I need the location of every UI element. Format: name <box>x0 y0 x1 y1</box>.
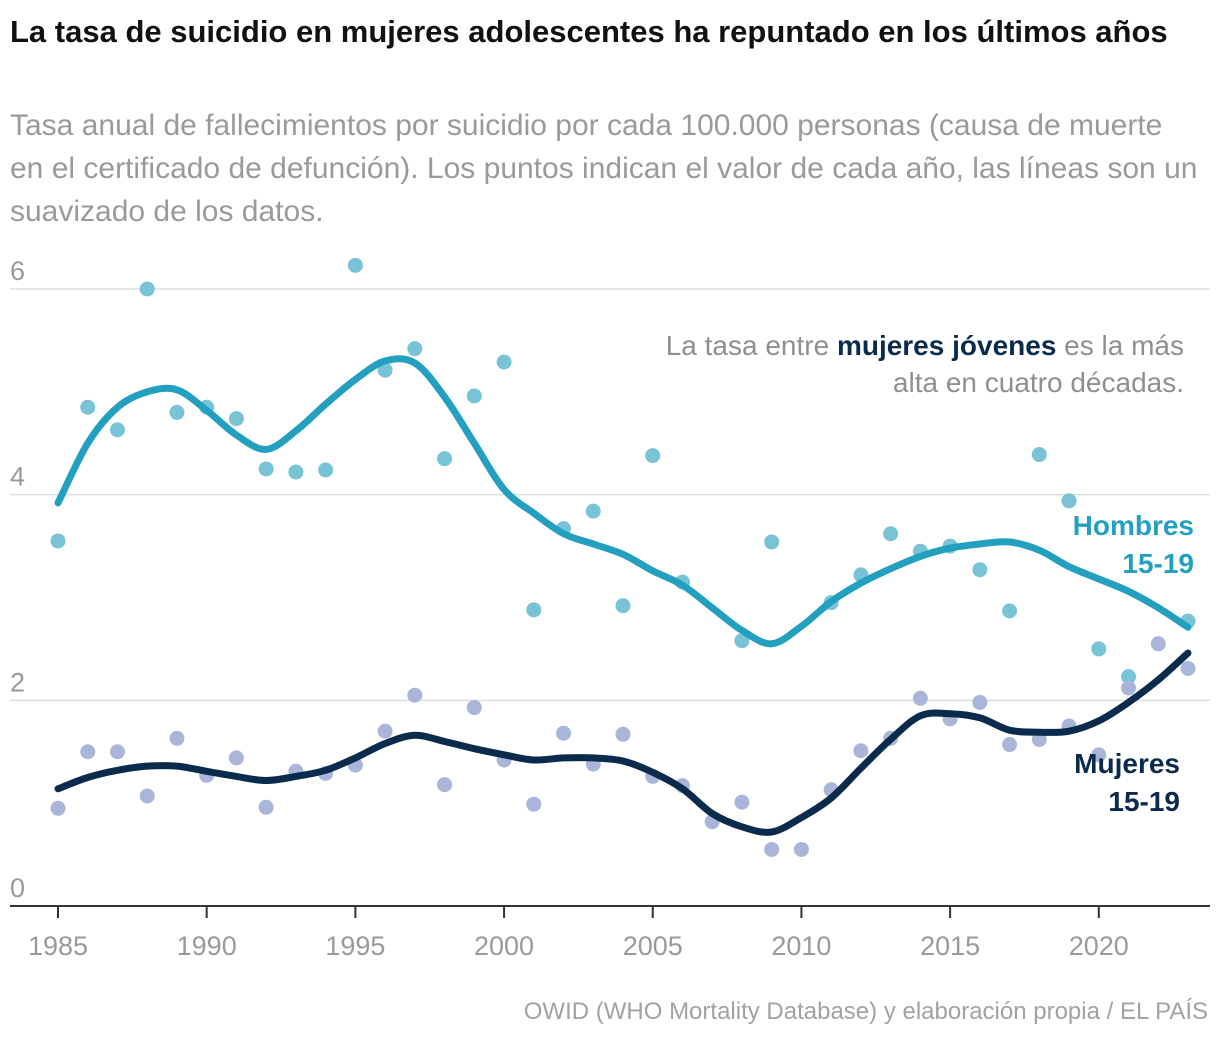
point-hombres-1998 <box>437 451 453 467</box>
point-hombres-1993 <box>288 464 304 480</box>
x-tick-label-1990: 1990 <box>177 931 237 961</box>
point-mujeres-1988 <box>139 788 155 804</box>
point-hombres-1996 <box>377 362 393 378</box>
point-mujeres-2008 <box>734 794 750 810</box>
point-hombres-1988 <box>139 281 155 297</box>
x-tick-label-1995: 1995 <box>325 931 385 961</box>
y-tick-label-6: 6 <box>10 256 25 286</box>
point-mujeres-2016 <box>972 694 988 710</box>
point-mujeres-2021 <box>1121 680 1137 696</box>
point-hombres-1991 <box>228 411 244 427</box>
point-mujeres-1997 <box>407 687 423 703</box>
point-mujeres-1985 <box>50 800 66 816</box>
point-hombres-2008 <box>734 633 750 649</box>
point-mujeres-1998 <box>437 777 453 793</box>
chart-title: La tasa de suicidio en mujeres adolescen… <box>10 14 1168 49</box>
point-mujeres-1991 <box>228 750 244 766</box>
point-hombres-2009 <box>764 534 780 550</box>
point-mujeres-2010 <box>793 841 809 857</box>
x-tick-label-2015: 2015 <box>920 931 980 961</box>
point-mujeres-1999 <box>466 700 482 716</box>
point-hombres-2013 <box>883 526 899 542</box>
point-mujeres-2002 <box>556 725 572 741</box>
label-hombres-age: 15-19 <box>1122 548 1194 579</box>
point-mujeres-1996 <box>377 723 393 739</box>
point-hombres-1986 <box>80 399 96 415</box>
point-hombres-2004 <box>615 598 631 614</box>
x-tick-label-1985: 1985 <box>28 931 88 961</box>
line-hombres <box>54 355 1192 648</box>
point-mujeres-2017 <box>1002 737 1018 753</box>
point-hombres-2021 <box>1121 669 1137 685</box>
point-hombres-1995 <box>347 257 363 273</box>
point-mujeres-2014 <box>912 690 928 706</box>
source-note: OWID (WHO Mortality Database) y elaborac… <box>523 998 1208 1025</box>
y-tick-label-4: 4 <box>10 462 25 492</box>
label-hombres-name: Hombres <box>1073 510 1194 541</box>
point-hombres-2018 <box>1031 447 1047 463</box>
point-mujeres-1989 <box>169 730 185 746</box>
point-hombres-2005 <box>645 448 661 464</box>
chart-svg: 0 2 4 6 1985 1990 1995 2000 2005 2010 2015 2020 La… <box>10 256 1210 961</box>
point-hombres-2003 <box>585 503 601 519</box>
y-axis-ticks: 0 2 4 6 <box>10 256 25 903</box>
annotation-line-2: alta en cuatro décadas. <box>893 367 1184 398</box>
x-tick-label-2010: 2010 <box>771 931 831 961</box>
gridlines <box>10 288 1210 702</box>
point-mujeres-2023 <box>1180 660 1196 676</box>
x-tick-label-2000: 2000 <box>474 931 534 961</box>
point-mujeres-2020 <box>1091 747 1107 763</box>
point-hombres-1994 <box>318 462 334 478</box>
point-hombres-2001 <box>526 602 542 618</box>
point-mujeres-1986 <box>80 744 96 760</box>
point-mujeres-2012 <box>853 743 869 759</box>
x-tick-label-2020: 2020 <box>1069 931 1129 961</box>
annotation-highlight: mujeres jóvenes <box>837 330 1056 361</box>
point-hombres-1987 <box>109 422 125 438</box>
point-hombres-2016 <box>972 562 988 578</box>
point-hombres-2019 <box>1061 493 1077 509</box>
point-hombres-2017 <box>1002 603 1018 619</box>
point-hombres-2020 <box>1091 641 1107 657</box>
line-mujeres <box>54 649 1192 836</box>
point-mujeres-1987 <box>109 744 125 760</box>
point-hombres-2000 <box>496 354 512 370</box>
y-tick-label-2: 2 <box>10 667 25 697</box>
point-mujeres-2004 <box>615 726 631 742</box>
point-hombres-1992 <box>258 461 274 477</box>
point-mujeres-2009 <box>764 841 780 857</box>
label-mujeres-age: 15-19 <box>1108 786 1180 817</box>
label-mujeres-name: Mujeres <box>1074 748 1180 779</box>
point-mujeres-2001 <box>526 796 542 812</box>
x-axis-ticks: 1985 1990 1995 2000 2005 2010 2015 2020 <box>28 906 1129 961</box>
smoothed-lines <box>54 355 1192 836</box>
point-hombres-1985 <box>50 533 66 549</box>
chart-subtitle: Tasa anual de fallecimientos por suicidi… <box>10 109 1198 228</box>
point-hombres-1997 <box>407 341 423 357</box>
point-hombres-1999 <box>466 388 482 404</box>
y-tick-label-0: 0 <box>10 873 25 903</box>
point-mujeres-1992 <box>258 799 274 815</box>
point-hombres-1989 <box>169 404 185 420</box>
x-tick-label-2005: 2005 <box>623 931 683 961</box>
point-mujeres-2022 <box>1150 636 1166 652</box>
annotation-line-1: La tasa entre mujeres jóvenes es la más <box>666 330 1184 361</box>
